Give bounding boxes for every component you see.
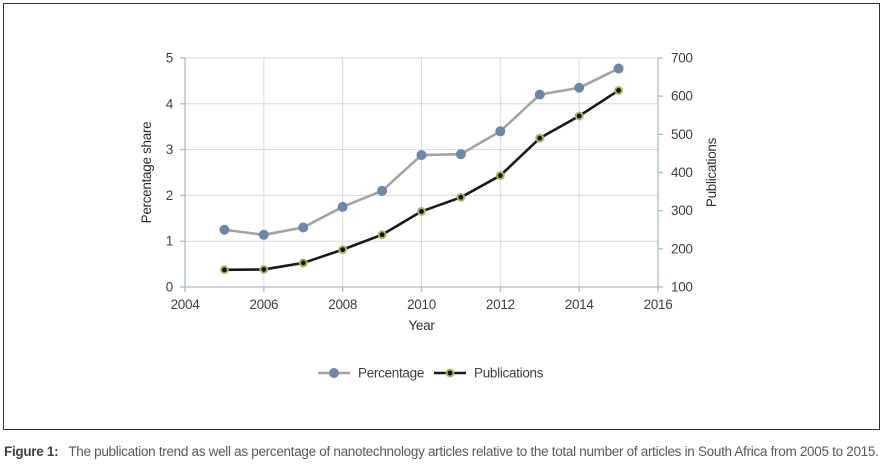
publications-marker [574,111,584,121]
x-tick-label: 2016 [644,297,673,312]
left-tick-label: 3 [166,142,173,157]
publications-marker [614,86,623,95]
legend-label: Publications [474,366,544,381]
percentage-marker [455,149,466,160]
caption-label: Figure 1: [4,444,59,459]
x-tick-label: 2006 [249,297,278,312]
gridlines [185,57,658,287]
x-tick-label: 2004 [171,297,201,312]
caption-text: The publication trend as well as percent… [68,444,879,459]
publications-marker [456,192,466,202]
publications-marker [417,207,426,216]
right-tick-label: 400 [671,165,693,180]
legend-marker [328,367,339,378]
right-tick-label: 300 [671,203,693,218]
percentage-marker [219,224,230,235]
percentage-marker [613,63,624,74]
chart-svg: 0 1 2 3 4 5 100 200 300 400 500 600 700 2004 2006 2008 2… [139,51,719,381]
left-axis-title: Percentage share [139,122,154,224]
percentage-marker [377,185,388,196]
percentage-marker [337,201,348,212]
percentage-marker [534,89,545,100]
percentage-series [219,63,624,240]
left-tick-label: 2 [166,188,173,203]
left-tick-label: 5 [166,51,173,66]
percentage-marker [258,229,269,240]
right-tick-label: 100 [671,280,693,295]
publications-marker [338,245,348,254]
percentage-marker [298,222,309,233]
axes [180,57,663,292]
legend-marker [445,368,455,378]
x-tick-label: 2012 [486,297,515,312]
right-axis-title: Publications [704,137,719,207]
x-tick-label: 2010 [407,297,436,312]
publications-marker [298,258,308,268]
figure-caption: Figure 1: The publication trend as well … [4,444,883,461]
publications-marker [535,133,545,143]
publications-series [220,86,623,275]
percentage-marker [574,82,585,93]
legend-label: Percentage [358,366,424,381]
right-tick-label: 500 [671,127,693,142]
right-tick-label: 700 [671,51,693,66]
tick-labels: 0 1 2 3 4 5 100 200 300 400 500 600 700 2004 2006 2008 2… [166,51,693,313]
x-axis-title: Year [408,318,435,333]
publications-marker [377,230,387,240]
x-tick-label: 2014 [565,297,595,312]
legend: Percentage Publications [318,366,544,381]
left-tick-label: 0 [166,280,173,295]
left-tick-label: 4 [166,96,174,111]
publications-marker [495,171,505,180]
figure-box: 0 1 2 3 4 5 100 200 300 400 500 600 700 2004 2006 2008 2… [3,3,880,430]
left-tick-label: 1 [166,234,173,249]
publications-marker [220,265,229,275]
percentage-marker [416,150,427,161]
right-tick-label: 200 [671,241,693,256]
x-tick-label: 2008 [328,297,357,312]
right-tick-label: 600 [671,89,693,104]
percentage-marker [495,126,506,137]
publications-marker [259,265,269,274]
